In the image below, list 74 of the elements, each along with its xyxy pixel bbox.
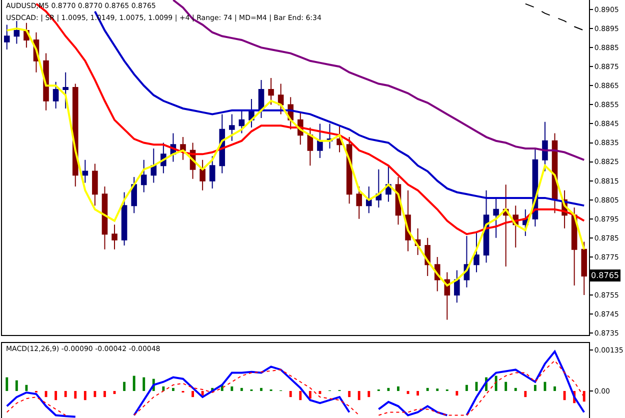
candlestick bbox=[454, 270, 460, 304]
bar bbox=[104, 390, 106, 398]
candlestick bbox=[268, 78, 274, 106]
bar bbox=[74, 390, 77, 399]
candlestick bbox=[4, 24, 10, 50]
candlestick bbox=[542, 121, 548, 172]
bar bbox=[465, 384, 468, 391]
bar bbox=[132, 376, 136, 391]
candlestick bbox=[102, 186, 108, 250]
bar bbox=[456, 390, 458, 396]
candlestick bbox=[131, 176, 137, 214]
bar bbox=[201, 390, 204, 396]
candlestick bbox=[229, 114, 235, 142]
bar bbox=[162, 386, 165, 391]
bar bbox=[94, 390, 96, 398]
bar bbox=[142, 377, 146, 391]
bar bbox=[387, 388, 390, 391]
annotation: 0.8765 bbox=[591, 271, 619, 280]
line-series bbox=[524, 3, 585, 31]
bar bbox=[397, 386, 400, 391]
candlestick bbox=[307, 127, 314, 166]
candlestick bbox=[121, 192, 128, 246]
candlestick bbox=[52, 81, 59, 109]
bar bbox=[534, 384, 536, 391]
bar bbox=[554, 386, 556, 391]
candlestick bbox=[62, 72, 68, 109]
candlestick bbox=[209, 156, 216, 189]
bar bbox=[318, 390, 322, 394]
candlestick bbox=[474, 232, 480, 273]
bar bbox=[123, 382, 126, 391]
bar bbox=[416, 390, 420, 396]
candlestick bbox=[356, 186, 362, 220]
bar bbox=[299, 390, 302, 400]
bar bbox=[563, 390, 566, 400]
candlestick bbox=[581, 241, 588, 296]
bar bbox=[348, 390, 351, 398]
bar bbox=[172, 388, 174, 391]
bar bbox=[240, 388, 243, 391]
bar bbox=[524, 390, 527, 398]
candlestick bbox=[112, 224, 118, 250]
bar bbox=[230, 386, 234, 391]
bar bbox=[64, 390, 67, 398]
candlestick bbox=[317, 123, 323, 158]
line-series bbox=[6, 28, 586, 287]
bar bbox=[15, 380, 18, 391]
bar bbox=[84, 390, 86, 400]
bar bbox=[289, 390, 292, 398]
candlestick bbox=[140, 159, 147, 193]
bar bbox=[358, 390, 360, 400]
candlestick bbox=[150, 148, 157, 184]
bar bbox=[368, 390, 370, 398]
bar bbox=[514, 388, 517, 391]
candlestick bbox=[278, 83, 284, 115]
bar bbox=[44, 390, 48, 398]
bar bbox=[504, 382, 508, 391]
candlestick bbox=[336, 125, 342, 153]
candlestick bbox=[92, 163, 98, 206]
bar bbox=[6, 377, 8, 391]
bar bbox=[25, 384, 28, 391]
bar bbox=[308, 390, 312, 399]
bar bbox=[260, 388, 262, 391]
candlestick bbox=[14, 20, 20, 44]
line-series bbox=[172, 0, 586, 161]
bar bbox=[192, 390, 194, 398]
bar bbox=[54, 390, 58, 400]
candlestick bbox=[238, 110, 245, 134]
candlestick bbox=[493, 197, 499, 238]
bar bbox=[494, 376, 498, 391]
bar bbox=[426, 388, 429, 391]
candlestick bbox=[82, 159, 88, 184]
candlestick bbox=[376, 168, 382, 208]
candlestick bbox=[366, 186, 372, 214]
candlestick bbox=[180, 136, 186, 160]
candlestick bbox=[200, 159, 206, 191]
